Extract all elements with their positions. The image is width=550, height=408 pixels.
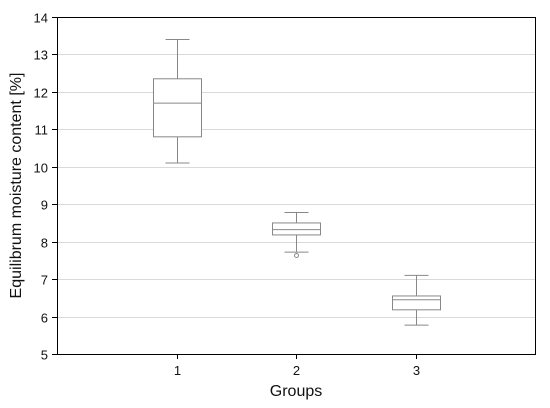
box-group-2 — [272, 211, 321, 259]
boxes — [153, 38, 441, 326]
y-tick-label: 6 — [41, 311, 48, 326]
y-tick-label: 13 — [34, 48, 48, 63]
box-group-3 — [392, 274, 441, 326]
outlier-point — [294, 253, 299, 259]
y-tick-label: 10 — [34, 161, 48, 176]
x-tick-label: 3 — [413, 363, 420, 378]
x-ticks: 1 2 3 — [174, 354, 420, 378]
y-tick-label: 5 — [41, 348, 48, 363]
y-ticks: 5 6 7 8 9 10 11 12 13 14 — [34, 11, 57, 363]
iqr-box — [392, 295, 441, 311]
x-tick-label: 1 — [174, 363, 181, 378]
y-tick-label: 7 — [41, 273, 48, 288]
gridlines — [57, 54, 535, 318]
box-group-1 — [153, 38, 202, 164]
x-axis-label: Groups — [270, 383, 322, 400]
y-tick-label: 9 — [41, 198, 48, 213]
iqr-box — [272, 222, 321, 236]
y-tick-label: 12 — [34, 86, 48, 101]
y-tick-label: 8 — [41, 236, 48, 251]
plot-frame — [57, 17, 536, 355]
y-tick-label: 11 — [35, 123, 49, 138]
y-tick-label: 14 — [34, 11, 48, 26]
iqr-box — [153, 78, 202, 138]
x-tick-label: 2 — [293, 363, 300, 378]
y-axis-label: Equilibrum moisture content [%] — [8, 73, 25, 299]
